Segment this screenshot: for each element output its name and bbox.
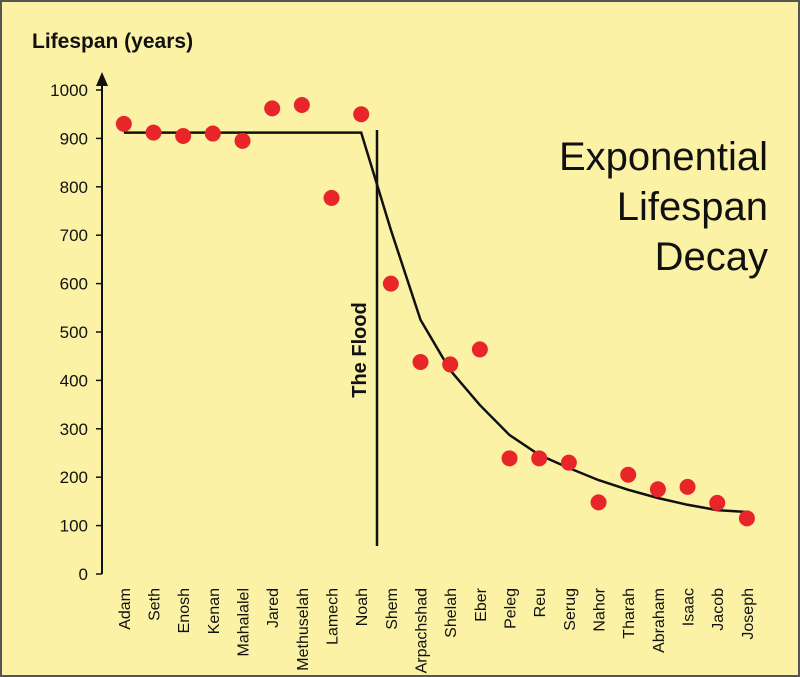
x-tick-label: Lamech (325, 588, 342, 645)
x-tick-label: Shem (384, 588, 401, 630)
x-tick-label: Serug (562, 588, 579, 631)
y-tick-label: 800 (60, 178, 88, 197)
y-tick-label: 0 (79, 565, 88, 584)
x-tick-label: Noah (354, 588, 371, 626)
data-point (353, 106, 370, 123)
data-point (738, 510, 755, 527)
data-point (115, 115, 132, 132)
x-tick-label: Isaac (681, 588, 698, 626)
data-point (175, 127, 192, 144)
x-tick-label: Jared (265, 588, 282, 628)
y-tick-label: 100 (60, 517, 88, 536)
chart-title: Decay (655, 235, 768, 279)
data-point (531, 450, 548, 467)
y-tick-label: 300 (60, 420, 88, 439)
trend-line (123, 131, 747, 514)
x-tick-label: Seth (147, 588, 164, 621)
data-point (204, 125, 221, 142)
data-point (590, 494, 607, 511)
data-point (234, 132, 251, 149)
data-point (679, 478, 696, 495)
y-tick-label: 500 (60, 323, 88, 342)
x-tick-label: Enosh (176, 588, 193, 633)
chart-title: Lifespan (617, 185, 768, 229)
x-tick-label: Methuselah (295, 588, 312, 671)
x-tick-label: Mahalalel (236, 588, 253, 656)
x-tick-label: Kenan (206, 588, 223, 634)
x-tick-label: Reu (532, 588, 549, 617)
y-tick-label: 1000 (50, 81, 88, 100)
data-point (501, 450, 518, 467)
axis-arrow (96, 72, 108, 86)
x-tick-label: Peleg (503, 588, 520, 629)
y-axis-title: Lifespan (years) (32, 30, 193, 53)
data-point (145, 124, 162, 141)
x-tick-label: Tharah (621, 588, 638, 639)
y-tick-label: 900 (60, 129, 88, 148)
flood-label: The Flood (349, 302, 371, 398)
data-point (293, 97, 310, 114)
x-tick-label: Abraham (651, 588, 668, 653)
data-point (620, 466, 637, 483)
data-point (323, 189, 340, 206)
data-point (442, 356, 459, 373)
x-tick-label: Joseph (740, 588, 757, 640)
data-point (382, 275, 399, 292)
data-point (649, 481, 666, 498)
x-tick-label: Adam (117, 588, 134, 630)
y-tick-label: 700 (60, 226, 88, 245)
data-point (471, 341, 488, 358)
x-tick-label: Arpachshad (414, 588, 431, 673)
data-point (412, 354, 429, 371)
y-tick-label: 600 (60, 275, 88, 294)
chart-title: Exponential (559, 135, 768, 179)
x-tick-label: Jacob (710, 588, 727, 631)
y-tick-label: 200 (60, 468, 88, 487)
data-point (264, 100, 281, 117)
y-tick-label: 400 (60, 371, 88, 390)
x-tick-label: Nahor (592, 587, 609, 631)
data-point (560, 454, 577, 471)
x-tick-label: Shelah (443, 588, 460, 638)
x-tick-label: Eber (473, 587, 490, 621)
data-point (709, 494, 726, 511)
